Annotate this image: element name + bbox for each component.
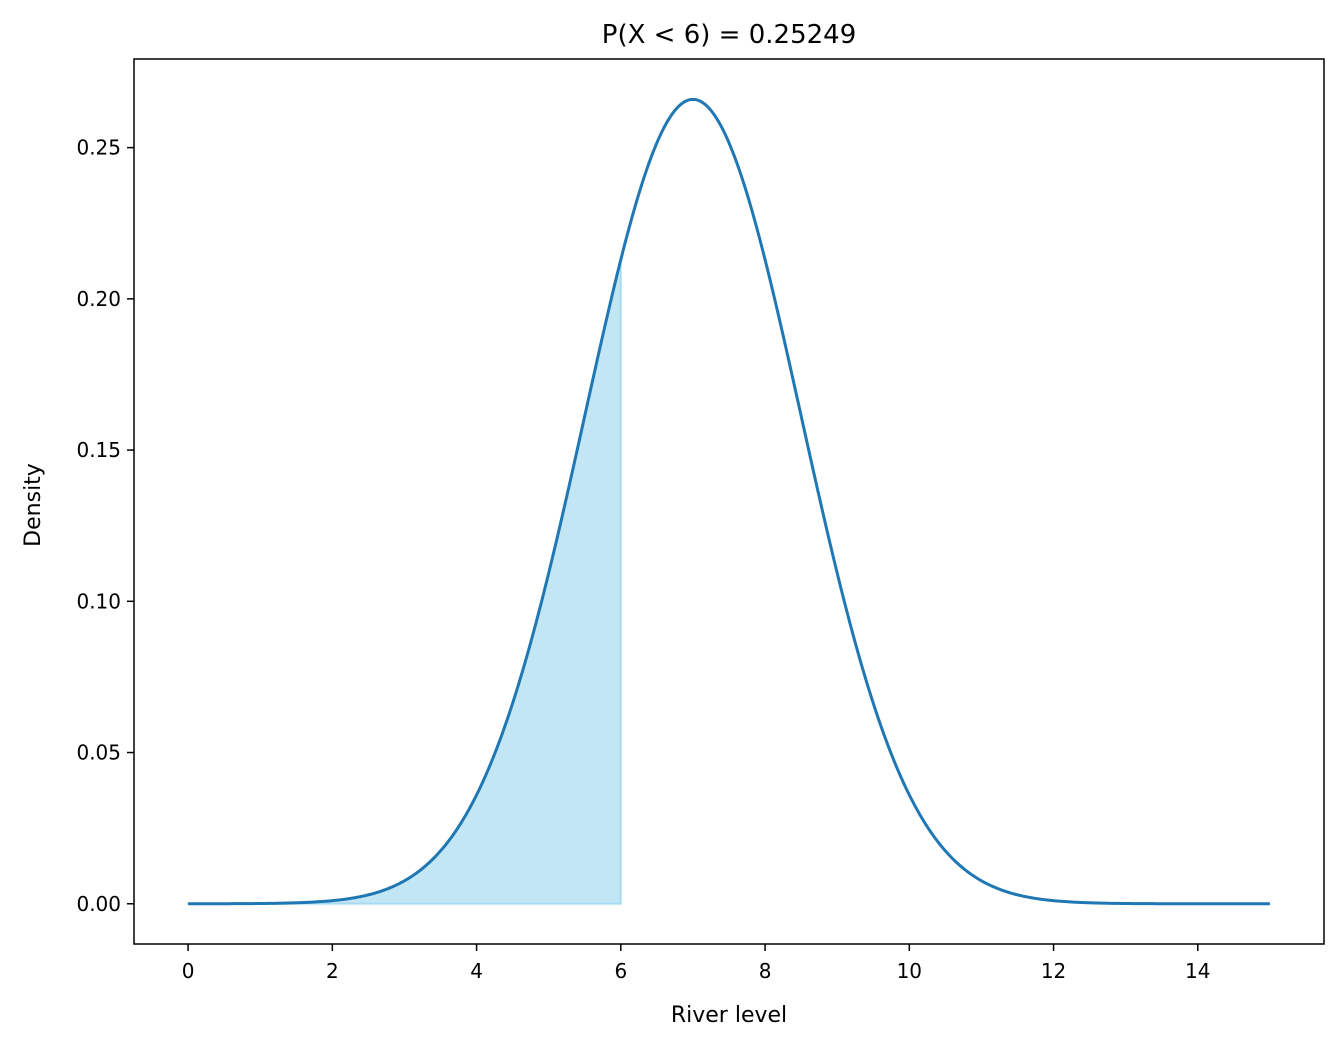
chart-title: P(X < 6) = 0.25249 — [602, 20, 856, 50]
x-tick-label: 4 — [470, 959, 483, 983]
y-tick-label: 0.10 — [76, 589, 121, 613]
x-tick-label: 0 — [182, 959, 195, 983]
axes-frame — [133, 58, 1325, 945]
x-tick-label: 2 — [326, 959, 339, 983]
y-axis-label: Density — [21, 463, 46, 547]
x-tick-label: 10 — [897, 959, 922, 983]
x-tick-label: 8 — [759, 959, 772, 983]
y-tick-label: 0.20 — [76, 287, 121, 311]
y-tick-label: 0.25 — [76, 136, 121, 160]
x-tick-label: 6 — [614, 959, 627, 983]
y-tick-label: 0.15 — [76, 438, 121, 462]
x-axis-label: River level — [671, 1003, 787, 1028]
x-tick-label: 14 — [1185, 959, 1210, 983]
x-tick-label: 12 — [1041, 959, 1066, 983]
density-curve — [188, 97, 1270, 906]
y-tick-label: 0.00 — [76, 892, 121, 916]
y-tick-label: 0.05 — [76, 741, 121, 765]
shaded-probability-area — [187, 259, 622, 905]
